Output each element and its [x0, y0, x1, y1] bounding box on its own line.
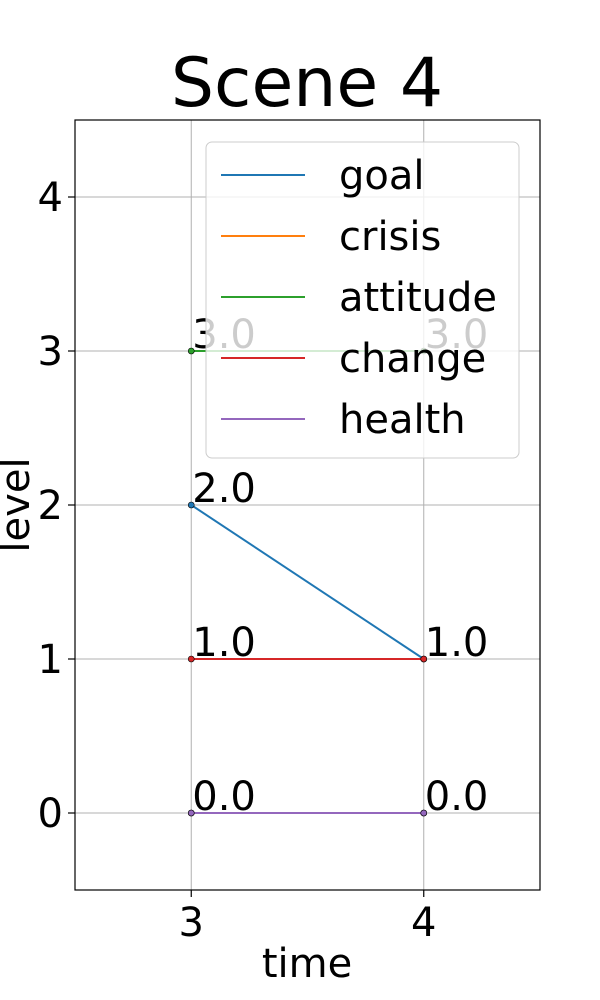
data-point-goal — [187, 501, 195, 509]
data-point-change — [187, 655, 195, 663]
y-axis-label: level — [0, 457, 39, 552]
data-label: 0.0 — [425, 774, 489, 820]
ticks-layer: 3 4 0 1 2 3 4 — [38, 175, 437, 946]
legend-label-health: health — [339, 397, 466, 443]
data-label: 0.0 — [192, 774, 256, 820]
legend-label-crisis: crisis — [339, 214, 441, 260]
y-tick-label: 1 — [38, 637, 63, 683]
y-tick-label: 2 — [38, 483, 63, 529]
data-label: 2.0 — [192, 466, 256, 512]
y-tick-label: 3 — [38, 329, 63, 375]
points-layer — [187, 347, 428, 817]
x-tick-label: 4 — [411, 900, 436, 946]
data-point-attitude — [187, 347, 195, 355]
data-point-health — [420, 809, 428, 817]
chart-title: Scene 4 — [171, 44, 443, 123]
legend-box — [205, 141, 520, 459]
legend-label-attitude: attitude — [339, 275, 497, 321]
series-line-goal — [190, 504, 425, 660]
data-label: 1.0 — [425, 620, 489, 666]
legend: goal crisis attitude change health — [205, 141, 520, 459]
x-axis-label: time — [262, 941, 352, 987]
y-tick-label: 0 — [38, 791, 63, 837]
data-point-health — [187, 809, 195, 817]
legend-label-goal: goal — [339, 153, 425, 199]
data-point-change — [420, 655, 428, 663]
x-tick-label: 3 — [179, 900, 204, 946]
y-tick-label: 4 — [38, 175, 63, 221]
data-label: 1.0 — [192, 620, 256, 666]
legend-label-change: change — [339, 336, 486, 382]
